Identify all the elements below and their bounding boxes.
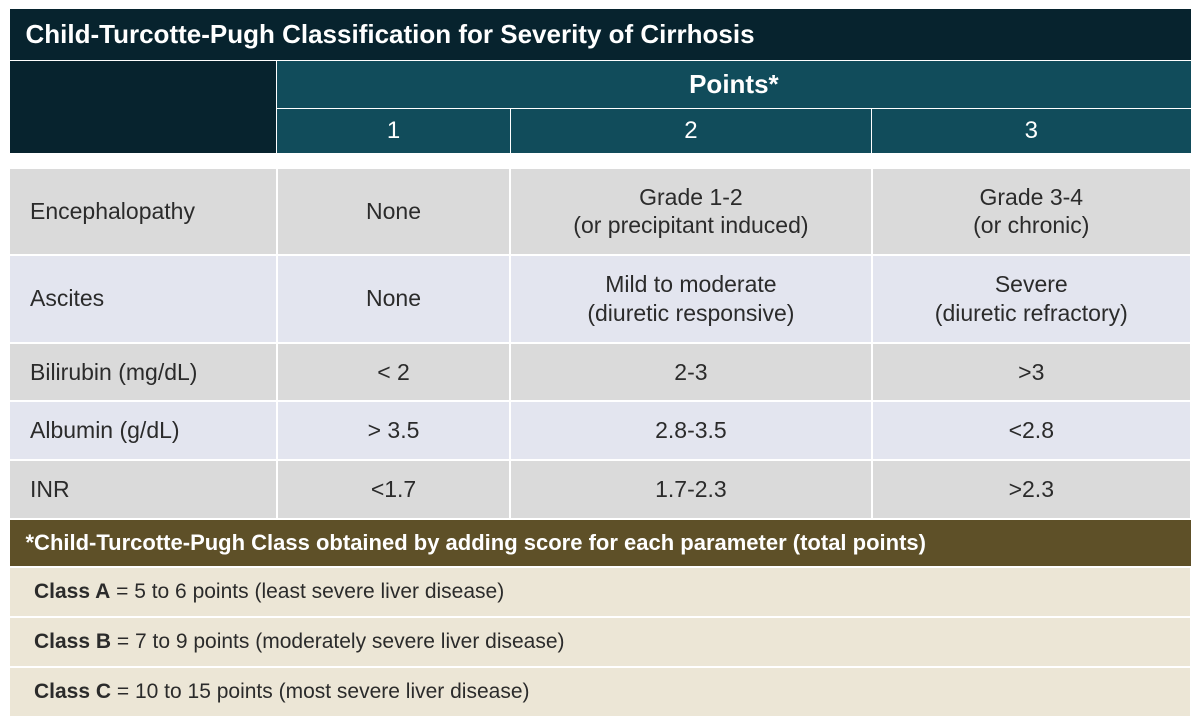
cell: 1.7-2.3	[510, 460, 871, 519]
class-name: Class C	[34, 680, 111, 703]
spacer-row	[9, 154, 1191, 168]
cell: None	[277, 168, 511, 256]
cell: Grade 3-4(or chronic)	[872, 168, 1191, 256]
ctp-table: Child-Turcotte-Pugh Classification for S…	[8, 8, 1192, 718]
class-row: Class C = 10 to 15 points (most severe l…	[9, 667, 1191, 717]
footnote-text: *Child-Turcotte-Pugh Class obtained by a…	[9, 519, 1191, 567]
cell: Mild to moderate(diuretic responsive)	[510, 255, 871, 343]
cell: < 2	[277, 343, 511, 402]
cell: 2.8-3.5	[510, 401, 871, 460]
cell: Grade 1-2(or precipitant induced)	[510, 168, 871, 256]
table-title: Child-Turcotte-Pugh Classification for S…	[9, 9, 1191, 61]
class-row: Class B = 7 to 9 points (moderately seve…	[9, 617, 1191, 667]
cell: <1.7	[277, 460, 511, 519]
points-col-1: 1	[277, 109, 511, 154]
row-label: Ascites	[9, 255, 277, 343]
class-name: Class B	[34, 630, 111, 653]
points-label: Points*	[277, 61, 1191, 109]
class-c: Class C = 10 to 15 points (most severe l…	[9, 667, 1191, 717]
title-row: Child-Turcotte-Pugh Classification for S…	[9, 9, 1191, 61]
cell: 2-3	[510, 343, 871, 402]
table-row: INR <1.7 1.7-2.3 >2.3	[9, 460, 1191, 519]
points-header-row: Points*	[9, 61, 1191, 109]
cell: >2.3	[872, 460, 1191, 519]
table-row: Albumin (g/dL) > 3.5 2.8-3.5 <2.8	[9, 401, 1191, 460]
class-desc: = 5 to 6 points (least severe liver dise…	[110, 580, 504, 603]
class-desc: = 10 to 15 points (most severe liver dis…	[111, 680, 529, 703]
table-row: Bilirubin (mg/dL) < 2 2-3 >3	[9, 343, 1191, 402]
points-col-3: 3	[872, 109, 1191, 154]
cell: > 3.5	[277, 401, 511, 460]
table-row: Ascites None Mild to moderate(diuretic r…	[9, 255, 1191, 343]
row-label: Albumin (g/dL)	[9, 401, 277, 460]
class-b: Class B = 7 to 9 points (moderately seve…	[9, 617, 1191, 667]
cell: <2.8	[872, 401, 1191, 460]
cell: >3	[872, 343, 1191, 402]
class-desc: = 7 to 9 points (moderately severe liver…	[111, 630, 564, 653]
points-col-2: 2	[510, 109, 871, 154]
row-label: INR	[9, 460, 277, 519]
table-row: Encephalopathy None Grade 1-2(or precipi…	[9, 168, 1191, 256]
row-label: Bilirubin (mg/dL)	[9, 343, 277, 402]
class-name: Class A	[34, 580, 110, 603]
cell: Severe(diuretic refractory)	[872, 255, 1191, 343]
header-stub	[9, 61, 277, 154]
row-label: Encephalopathy	[9, 168, 277, 256]
class-a: Class A = 5 to 6 points (least severe li…	[9, 567, 1191, 617]
cell: None	[277, 255, 511, 343]
class-row: Class A = 5 to 6 points (least severe li…	[9, 567, 1191, 617]
footnote-row: *Child-Turcotte-Pugh Class obtained by a…	[9, 519, 1191, 567]
